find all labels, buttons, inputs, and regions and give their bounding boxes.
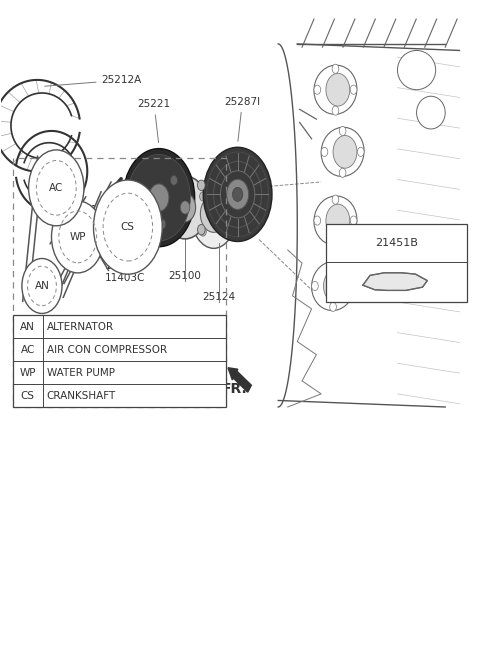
Circle shape bbox=[162, 176, 208, 239]
Text: AN: AN bbox=[20, 322, 35, 332]
Circle shape bbox=[350, 216, 357, 225]
Ellipse shape bbox=[312, 261, 355, 311]
Bar bbox=[13, 158, 226, 407]
Text: 25221: 25221 bbox=[138, 99, 171, 143]
Circle shape bbox=[333, 135, 357, 168]
Circle shape bbox=[332, 237, 339, 246]
Text: AC: AC bbox=[49, 183, 63, 193]
Text: 11403C: 11403C bbox=[104, 273, 144, 283]
Ellipse shape bbox=[314, 196, 357, 245]
Circle shape bbox=[200, 227, 206, 236]
Circle shape bbox=[137, 183, 144, 193]
Ellipse shape bbox=[314, 65, 357, 114]
Text: 25124: 25124 bbox=[202, 292, 235, 302]
Text: 1140EV: 1140EV bbox=[105, 261, 144, 271]
Ellipse shape bbox=[321, 127, 364, 177]
Circle shape bbox=[348, 281, 355, 290]
Circle shape bbox=[326, 74, 350, 106]
Circle shape bbox=[324, 269, 348, 302]
Ellipse shape bbox=[417, 97, 445, 129]
Circle shape bbox=[326, 204, 350, 237]
Circle shape bbox=[314, 85, 321, 95]
Text: CS: CS bbox=[121, 222, 135, 232]
Circle shape bbox=[339, 168, 346, 177]
Circle shape bbox=[221, 192, 228, 201]
Circle shape bbox=[200, 196, 227, 233]
Text: CRANKSHAFT: CRANKSHAFT bbox=[47, 390, 116, 401]
Circle shape bbox=[180, 201, 190, 214]
Text: 25212A: 25212A bbox=[45, 75, 142, 86]
Circle shape bbox=[170, 175, 178, 185]
Text: 25100: 25100 bbox=[168, 271, 202, 281]
Circle shape bbox=[221, 227, 228, 236]
Circle shape bbox=[203, 147, 272, 242]
Text: 1123GG: 1123GG bbox=[85, 206, 128, 215]
Text: WATER PUMP: WATER PUMP bbox=[47, 368, 115, 378]
Circle shape bbox=[332, 106, 339, 115]
Circle shape bbox=[159, 219, 166, 229]
Bar bbox=[326, 224, 467, 302]
Text: CS: CS bbox=[21, 390, 35, 401]
Bar bbox=[13, 315, 226, 407]
Circle shape bbox=[197, 225, 205, 235]
Circle shape bbox=[200, 192, 206, 201]
Circle shape bbox=[165, 225, 173, 235]
Circle shape bbox=[314, 216, 321, 225]
Circle shape bbox=[332, 195, 339, 204]
Circle shape bbox=[22, 258, 62, 313]
Ellipse shape bbox=[191, 179, 237, 248]
Circle shape bbox=[330, 260, 336, 269]
Circle shape bbox=[332, 64, 339, 74]
Circle shape bbox=[321, 147, 328, 156]
Text: ALTERNATOR: ALTERNATOR bbox=[47, 322, 114, 332]
Polygon shape bbox=[363, 273, 427, 290]
Circle shape bbox=[350, 85, 357, 95]
Circle shape bbox=[51, 201, 104, 273]
Circle shape bbox=[227, 179, 249, 210]
Circle shape bbox=[358, 147, 364, 156]
Circle shape bbox=[149, 184, 169, 212]
Circle shape bbox=[94, 180, 162, 274]
Circle shape bbox=[312, 281, 318, 290]
Text: WP: WP bbox=[19, 368, 36, 378]
Circle shape bbox=[175, 193, 196, 222]
Text: AC: AC bbox=[21, 345, 35, 355]
Circle shape bbox=[232, 187, 243, 202]
Text: AIR CON COMPRESSOR: AIR CON COMPRESSOR bbox=[47, 345, 167, 355]
Ellipse shape bbox=[397, 51, 436, 90]
Circle shape bbox=[29, 150, 84, 226]
Text: 25287I: 25287I bbox=[224, 97, 261, 141]
Circle shape bbox=[197, 180, 205, 191]
Circle shape bbox=[127, 154, 191, 241]
Bar bbox=[203, 201, 215, 214]
FancyArrow shape bbox=[228, 368, 252, 392]
Circle shape bbox=[339, 126, 346, 135]
Text: 21451B: 21451B bbox=[375, 238, 418, 248]
Circle shape bbox=[330, 302, 336, 311]
Text: FR.: FR. bbox=[221, 382, 247, 396]
Circle shape bbox=[123, 148, 195, 247]
Text: AN: AN bbox=[35, 281, 49, 291]
Circle shape bbox=[165, 180, 173, 191]
Text: WP: WP bbox=[70, 232, 86, 242]
